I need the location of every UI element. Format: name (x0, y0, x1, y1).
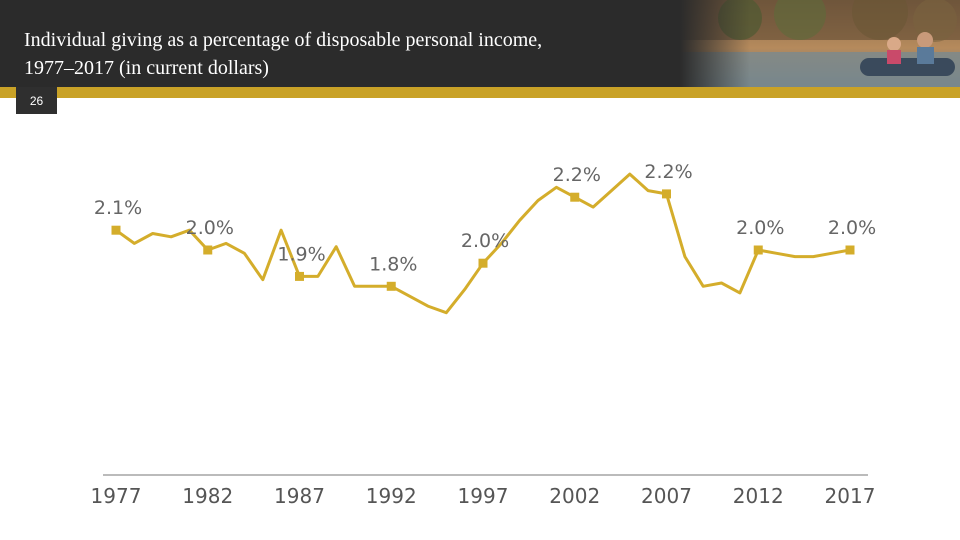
data-label: 2.1% (94, 197, 142, 219)
data-label: 2.0% (736, 217, 784, 239)
x-tick-label: 2012 (733, 484, 784, 508)
x-tick-label: 1992 (366, 484, 417, 508)
data-marker (478, 258, 488, 268)
data-label: 2.0% (186, 217, 234, 239)
accent-bar (0, 87, 960, 98)
x-tick-label: 1997 (458, 484, 509, 508)
data-label: 2.0% (828, 217, 876, 239)
x-tick-label: 2017 (825, 484, 876, 508)
slide-header: Individual giving as a percentage of dis… (0, 0, 960, 87)
data-label: 2.2% (644, 161, 692, 183)
slide-title-line-2: 1977–2017 (in current dollars) (24, 57, 269, 79)
data-label: 1.9% (277, 243, 325, 265)
data-marker (753, 245, 763, 255)
x-tick-label: 1987 (274, 484, 325, 508)
data-marker (570, 192, 580, 202)
slide-title-line-1: Individual giving as a percentage of dis… (24, 29, 543, 51)
data-label: 2.2% (553, 164, 601, 186)
slide-number: 26 (16, 87, 57, 114)
x-tick-label: 1977 (91, 484, 142, 508)
x-tick-label: 2007 (641, 484, 692, 508)
data-marker (845, 245, 855, 255)
data-marker (662, 189, 671, 199)
data-marker (386, 281, 396, 291)
x-tick-label: 2002 (549, 484, 600, 508)
data-label: 1.8% (369, 253, 417, 275)
data-label: 2.0% (461, 230, 509, 252)
data-marker (295, 271, 304, 281)
data-marker (203, 245, 213, 255)
slide-title: Individual giving as a percentage of dis… (24, 26, 684, 82)
header-photo (680, 0, 960, 87)
x-tick-label: 1982 (182, 484, 233, 508)
data-marker (111, 225, 121, 235)
